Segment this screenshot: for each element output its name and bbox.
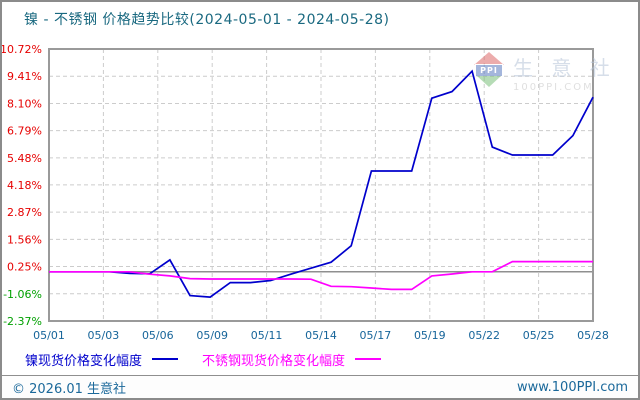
footer-site-url: www.100PPI.com	[516, 379, 628, 395]
legend-line-swatch-stainless	[355, 358, 382, 360]
stainless-series-line	[49, 260, 593, 291]
y-tick-label: 6.79%	[7, 125, 42, 138]
x-tick-label: 05/25	[523, 329, 555, 342]
legend-line-swatch-nickel	[152, 358, 179, 360]
y-tick-label: -2.37%	[3, 315, 42, 328]
footer-copyright: © 2026.01 生意社	[12, 381, 127, 397]
chart-title: 镍 - 不锈钢 价格趋势比较(2024-05-01 - 2024-05-28)	[24, 12, 390, 28]
x-tick-label: 05/22	[468, 329, 500, 342]
y-tick-label: 5.48%	[7, 152, 42, 165]
y-tick-label: 0.25%	[7, 261, 42, 274]
x-tick-label: 05/19	[414, 329, 446, 342]
y-tick-label: 9.41%	[7, 70, 42, 83]
legend-label-nickel: 镍现货价格变化幅度	[25, 353, 143, 369]
y-tick-label: 2.87%	[7, 206, 42, 219]
plot-border	[48, 48, 594, 322]
legend-label-stainless: 不锈钢现货价格变化幅度	[202, 353, 346, 369]
footer: © 2026.01 生意社 www.100PPI.com	[2, 375, 638, 398]
x-tick-label: 05/17	[360, 329, 392, 342]
x-tick-label: 05/28	[577, 329, 609, 342]
price-trend-chart: 05/01 05/03 05/06 05/09 05/11 05/14 05/17 05/19…	[2, 43, 609, 342]
y-tick-label: 8.10%	[7, 97, 42, 110]
x-tick-label: 05/06	[142, 329, 174, 342]
x-tick-label: 05/01	[33, 329, 65, 342]
x-tick-label: 05/14	[305, 329, 337, 342]
x-tick-label: 05/09	[196, 329, 228, 342]
x-tick-label: 05/03	[88, 329, 120, 342]
y-tick-label: 10.72%	[2, 43, 42, 56]
legend: 镍现货价格变化幅度 不锈钢现货价格变化幅度	[25, 350, 391, 369]
y-tick-label: 1.56%	[7, 233, 42, 246]
x-tick-label: 05/11	[251, 329, 283, 342]
y-tick-label: -1.06%	[3, 288, 42, 301]
y-tick-label: 4.18%	[7, 179, 42, 192]
